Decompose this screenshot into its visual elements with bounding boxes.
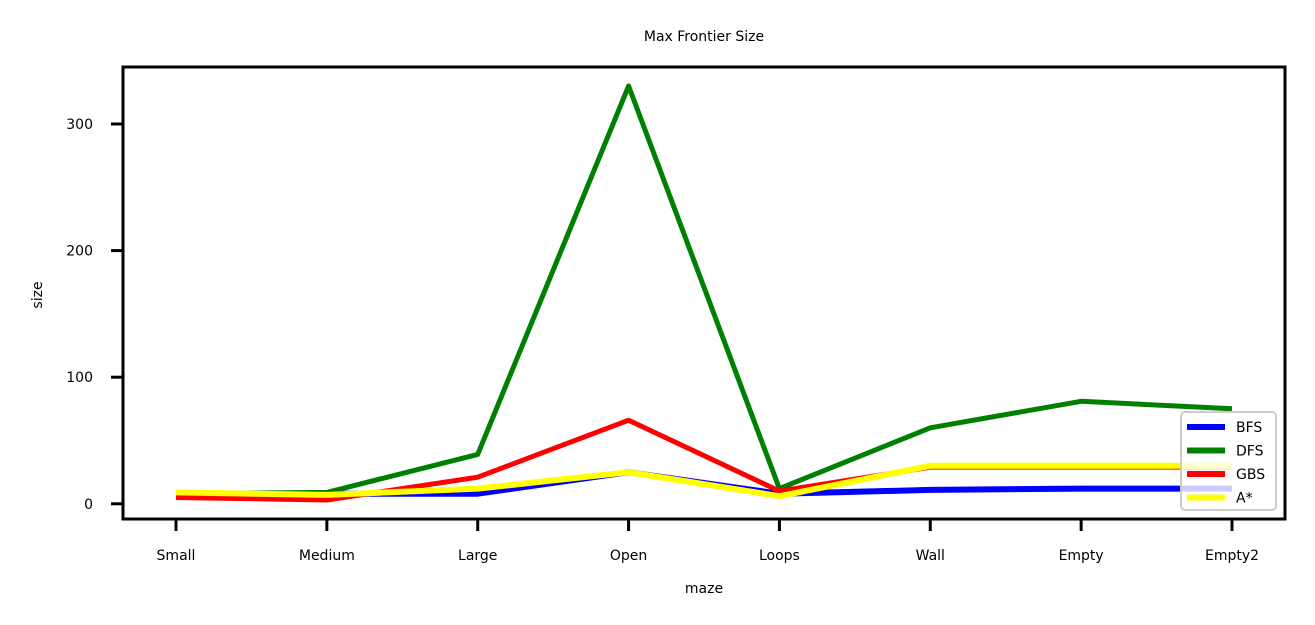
legend: BFS DFS GBS A*	[1180, 411, 1277, 511]
series-line-dfs	[175, 83, 1233, 497]
x-tick-label: Empty2	[1205, 548, 1259, 564]
x-tick-label: Medium	[299, 548, 355, 564]
plot-frame	[121, 65, 1287, 521]
x-tick-label: Empty	[1059, 548, 1104, 564]
legend-label: BFS	[1236, 420, 1262, 436]
series-lines	[175, 83, 1233, 503]
y-tick-label: 200	[66, 244, 93, 260]
y-tick-label: 300	[66, 117, 93, 133]
chart-title: Max Frontier Size	[644, 29, 764, 45]
x-tick-label: Wall	[916, 548, 945, 564]
x-tick-label: Open	[610, 548, 647, 564]
y-tick-label: 0	[84, 497, 93, 513]
legend-label: A*	[1236, 491, 1253, 507]
y-axis-label: size	[30, 281, 46, 308]
axis-ticks: Small Medium Large Open Loops Wall Empty Empty2…	[66, 117, 1259, 564]
x-tick-label: Loops	[759, 548, 800, 564]
series-line-a	[175, 462, 1232, 500]
legend-label: GBS	[1236, 467, 1265, 483]
x-axis-label: maze	[685, 581, 723, 597]
x-tick-label: Large	[458, 548, 497, 564]
x-tick-label: Small	[157, 548, 196, 564]
legend-box	[1180, 411, 1277, 511]
y-tick-label: 100	[66, 370, 93, 386]
legend-label: DFS	[1236, 444, 1264, 460]
